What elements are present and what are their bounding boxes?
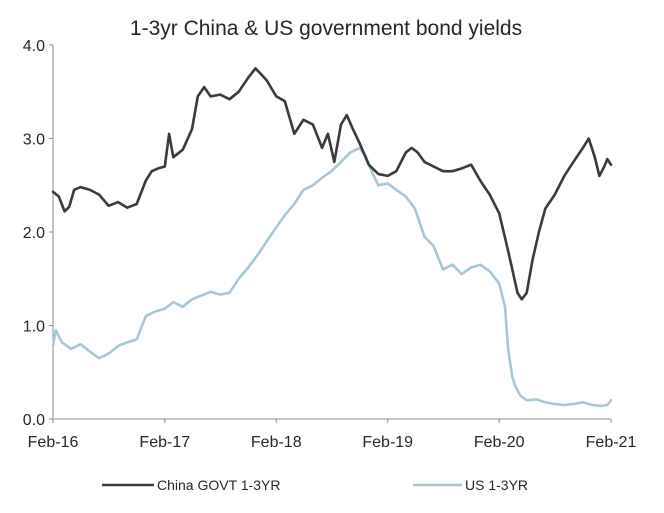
x-tick-label: Feb-18 bbox=[251, 434, 302, 451]
series-line-1 bbox=[51, 146, 613, 408]
axes: 0.0 1.0 2.0 3.0 4.0 Feb-16 Feb-17 Feb-18 Feb-19 F… bbox=[23, 38, 637, 451]
legend-label: US 1-3YR bbox=[465, 477, 528, 493]
series-line-0 bbox=[51, 67, 613, 301]
y-tick-label: 0.0 bbox=[23, 412, 45, 429]
legend-label: China GOVT 1-3YR bbox=[157, 477, 280, 493]
legend: China GOVT 1-3YR US 1-3YR bbox=[102, 477, 528, 493]
y-tick-label: 1.0 bbox=[23, 319, 45, 336]
x-tick-label: Feb-17 bbox=[139, 434, 190, 451]
y-tick-label: 3.0 bbox=[23, 132, 45, 149]
y-tick-label: 2.0 bbox=[23, 225, 45, 242]
x-tick-label: Feb-16 bbox=[28, 434, 79, 451]
x-tick-label: Feb-21 bbox=[586, 434, 637, 451]
chart-title: 1-3yr China & US government bond yields bbox=[130, 17, 522, 40]
x-tick-label: Feb-20 bbox=[474, 434, 525, 451]
y-tick-label: 4.0 bbox=[23, 38, 45, 55]
x-tick-label: Feb-19 bbox=[362, 434, 413, 451]
series-lines bbox=[51, 67, 613, 408]
